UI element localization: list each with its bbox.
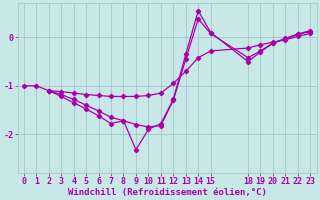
X-axis label: Windchill (Refroidissement éolien,°C): Windchill (Refroidissement éolien,°C)	[68, 188, 267, 197]
